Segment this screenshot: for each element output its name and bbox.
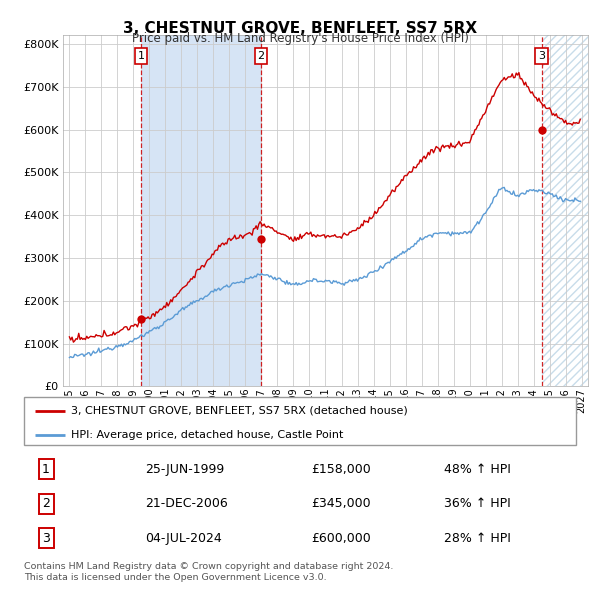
Text: 3: 3 xyxy=(538,51,545,61)
Text: 3: 3 xyxy=(42,532,50,545)
Text: 25-JUN-1999: 25-JUN-1999 xyxy=(145,463,224,476)
Text: 28% ↑ HPI: 28% ↑ HPI xyxy=(443,532,511,545)
Text: £158,000: £158,000 xyxy=(311,463,371,476)
Bar xyxy=(542,35,588,386)
Text: 3, CHESTNUT GROVE, BENFLEET, SS7 5RX: 3, CHESTNUT GROVE, BENFLEET, SS7 5RX xyxy=(123,21,477,35)
Text: 36% ↑ HPI: 36% ↑ HPI xyxy=(443,497,510,510)
Text: £345,000: £345,000 xyxy=(311,497,371,510)
Text: 3, CHESTNUT GROVE, BENFLEET, SS7 5RX (detached house): 3, CHESTNUT GROVE, BENFLEET, SS7 5RX (de… xyxy=(71,405,407,415)
Bar xyxy=(141,35,261,386)
Text: 1: 1 xyxy=(137,51,145,61)
Text: 2: 2 xyxy=(42,497,50,510)
Text: Price paid vs. HM Land Registry's House Price Index (HPI): Price paid vs. HM Land Registry's House … xyxy=(131,32,469,45)
Text: 21-DEC-2006: 21-DEC-2006 xyxy=(145,497,228,510)
Text: 48% ↑ HPI: 48% ↑ HPI xyxy=(443,463,511,476)
Text: 2: 2 xyxy=(257,51,265,61)
Text: 04-JUL-2024: 04-JUL-2024 xyxy=(145,532,222,545)
Text: HPI: Average price, detached house, Castle Point: HPI: Average price, detached house, Cast… xyxy=(71,430,343,440)
Text: £600,000: £600,000 xyxy=(311,532,371,545)
Text: 1: 1 xyxy=(42,463,50,476)
Text: Contains HM Land Registry data © Crown copyright and database right 2024.
This d: Contains HM Land Registry data © Crown c… xyxy=(24,562,394,582)
